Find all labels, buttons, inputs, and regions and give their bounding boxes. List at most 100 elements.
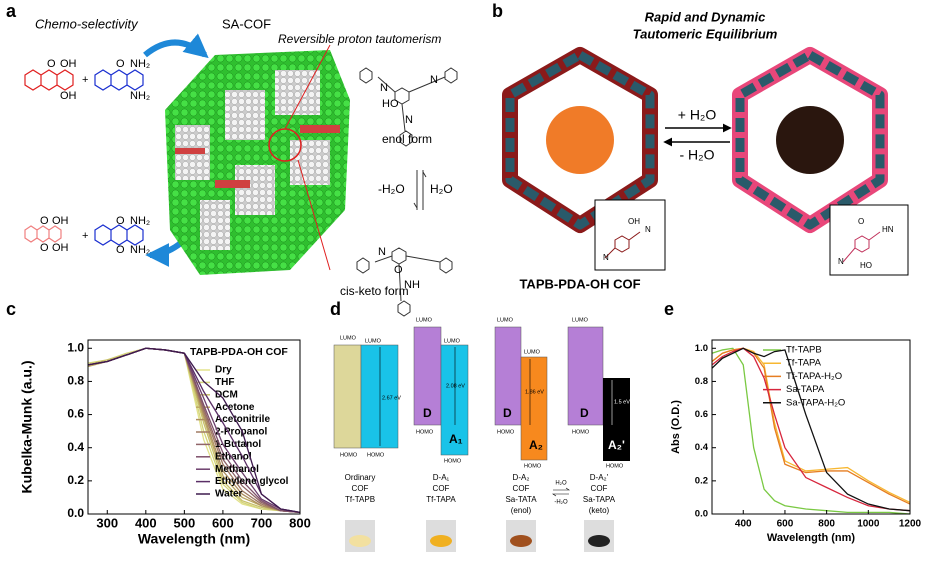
- cof-frame: [505, 50, 655, 230]
- backward-label: - H₂O: [680, 147, 715, 163]
- title: Rapid and Dynamic: [645, 9, 766, 24]
- caption: D-A₁: [433, 473, 450, 482]
- legend-label: Sa-TAPA: [786, 384, 825, 395]
- legend-label: DCM: [215, 389, 238, 400]
- legend-label: Ethylene glycol: [215, 476, 289, 487]
- caption: COF: [513, 484, 530, 493]
- atom: O: [40, 242, 49, 254]
- band: [520, 356, 548, 461]
- atom: NH₂: [130, 58, 150, 70]
- annotation: TAPB-PDA-OH COF: [190, 346, 288, 358]
- caption: D-A₂: [513, 473, 530, 482]
- panel-label: b: [492, 1, 503, 21]
- level-label: LUMO: [365, 338, 382, 344]
- panel-a: a Chemo-selectivity SA-COF Reversible pr…: [6, 1, 458, 317]
- caption: Tf-TAPB: [345, 495, 375, 504]
- level-label: HOMO: [524, 463, 542, 469]
- atom: OH: [628, 217, 640, 226]
- atom: N: [405, 114, 413, 126]
- level-label: HOMO: [416, 429, 434, 435]
- inset-structure: [604, 231, 641, 259]
- band: [603, 378, 630, 461]
- panel-d: d LUMO LUMO HOMO HOMO 2.67 eV LUMO LUMO …: [330, 299, 630, 552]
- y-tick-label: 1.0: [67, 340, 84, 354]
- band: [360, 344, 399, 449]
- sample-dark: [776, 106, 844, 174]
- annotation: Reversible proton tautomerism: [278, 32, 441, 46]
- sample-orange: [546, 106, 614, 174]
- inset-structure: [842, 231, 881, 263]
- level-label: HOMO: [606, 463, 624, 469]
- data-line: [87, 347, 301, 513]
- equilibrium-arrows: [552, 487, 570, 497]
- panel-b: b Rapid and Dynamic Tautomeric Equilibri…: [492, 1, 909, 291]
- title-right: SA-COF: [222, 16, 271, 31]
- arrow: [143, 33, 209, 59]
- keto-label: cis-keto form: [340, 284, 409, 298]
- acceptor: A₁: [449, 432, 463, 446]
- vial-sample: [588, 535, 610, 547]
- x-tick-label: 700: [251, 515, 273, 530]
- panel-label: a: [6, 1, 17, 21]
- level-label: HOMO: [444, 458, 462, 464]
- structure-drawings: [356, 67, 458, 317]
- level-label: LUMO: [497, 317, 514, 323]
- band: [440, 344, 469, 456]
- panel-label: c: [6, 299, 16, 319]
- crystal-model: [165, 44, 350, 275]
- y-tick-label: 0.8: [695, 376, 708, 387]
- panel-label: e: [664, 299, 674, 319]
- atom: O: [858, 217, 864, 226]
- band: [333, 344, 362, 449]
- plus: +: [82, 74, 88, 86]
- caption: Sa-TATA: [505, 495, 537, 504]
- gap-label: 1.86 eV: [525, 389, 544, 395]
- legend-label: Sa-TAPA-H₂O: [786, 397, 845, 408]
- level-label: LUMO: [524, 349, 541, 355]
- caption: Ordinary: [345, 473, 376, 482]
- x-tick-label: 800: [289, 515, 311, 530]
- inset: [594, 199, 666, 271]
- x-tick-label: 500: [174, 515, 196, 530]
- level-label: LUMO: [340, 335, 357, 341]
- donor: D: [503, 406, 512, 420]
- caption: TAPB-PDA-OH COF: [519, 276, 640, 291]
- atom: NH: [404, 279, 420, 291]
- caption: COF: [352, 484, 369, 493]
- atom: OH: [52, 242, 69, 254]
- gap-label: 2.08 eV: [446, 383, 465, 389]
- atom: OH: [60, 58, 77, 70]
- legend-label: Methanol: [215, 464, 259, 475]
- level-label: LUMO: [416, 317, 433, 323]
- caption: COF: [433, 484, 450, 493]
- vial-sample: [510, 535, 532, 547]
- level-label: HOMO: [367, 452, 385, 458]
- y-tick-label: 0.4: [67, 440, 84, 454]
- legend-label: Acetone: [215, 402, 255, 413]
- molecule-drawings: [24, 69, 144, 246]
- band: [413, 326, 442, 426]
- atom: NH₂: [130, 215, 150, 227]
- water: H₂O: [430, 182, 453, 196]
- data-line: [711, 347, 911, 505]
- y-axis-label: Abs (O.D.): [670, 400, 682, 454]
- charts: cDryTHFDCMAcetoneAcetonitrile2-Propanol1…: [6, 299, 922, 547]
- panel-label: d: [330, 299, 341, 319]
- atom: HN: [882, 225, 894, 234]
- equilibrium-arrows: [413, 171, 427, 209]
- y-tick-label: 0.0: [695, 509, 708, 520]
- legend-label: 2-Propanol: [215, 427, 267, 438]
- legend-label: Tf-TAPA: [786, 358, 822, 369]
- atom: NH₂: [130, 90, 150, 102]
- gap-label: 2.67 eV: [382, 395, 401, 401]
- atom: O: [47, 58, 56, 70]
- gap-label: 1.5 eV: [614, 399, 630, 405]
- data-line: [87, 347, 301, 513]
- y-tick-label: 0.6: [695, 409, 708, 420]
- level-label: LUMO: [572, 317, 589, 323]
- y-axis-label: Kubelka-Munk (a.u.): [19, 360, 35, 493]
- enol-label: enol form: [382, 132, 432, 146]
- plot-frame: [87, 339, 301, 515]
- atom: O: [116, 58, 125, 70]
- atom: HO: [860, 261, 872, 270]
